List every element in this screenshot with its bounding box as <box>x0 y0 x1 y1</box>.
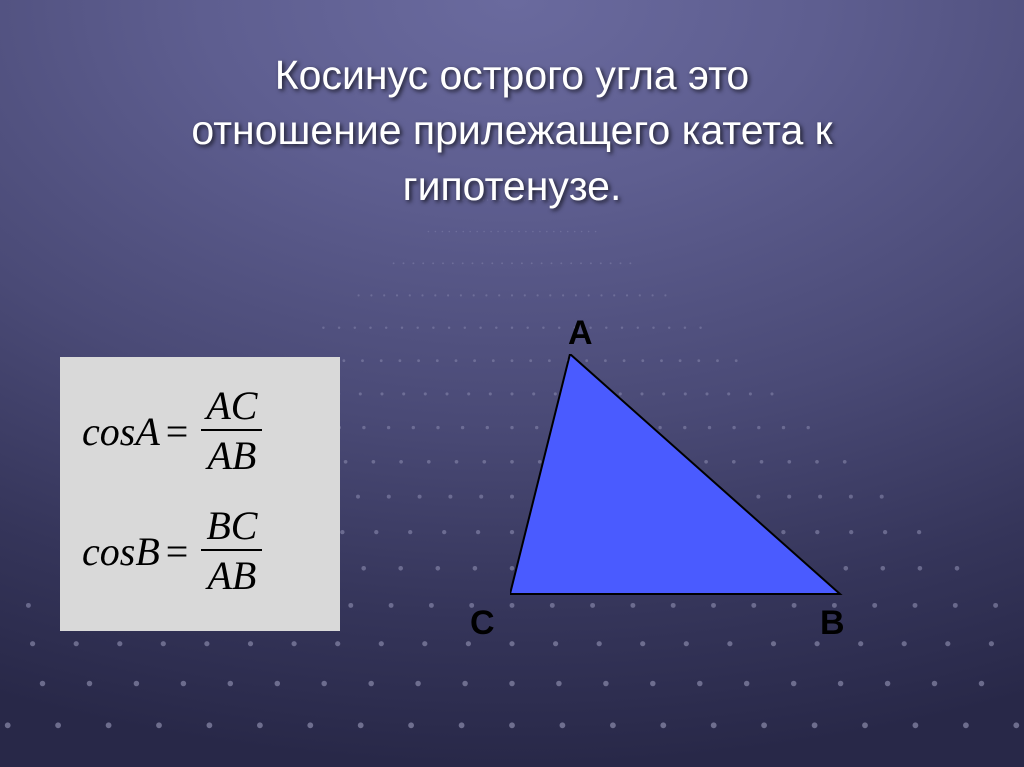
equals-sign: = <box>166 408 189 455</box>
equals-sign: = <box>166 528 189 575</box>
formula-lhs: cosA <box>82 408 160 455</box>
triangle-shape <box>510 354 840 594</box>
slide-title: Косинус острого угла это отношение приле… <box>0 0 1024 214</box>
fraction: BC AB <box>200 505 263 597</box>
vertex-label-C: C <box>470 604 495 643</box>
formula-cosA: cosA = AC AB <box>82 385 318 477</box>
formula-box: cosA = AC AB cosB = BC AB <box>60 357 340 631</box>
numerator: BC <box>200 505 263 549</box>
numerator: AC <box>200 385 263 429</box>
vertex-label-B: B <box>820 604 845 643</box>
title-line-3: гипотенузе. <box>403 163 622 209</box>
triangle-svg <box>510 354 850 604</box>
denominator: AB <box>201 429 262 477</box>
content-row: cosA = AC AB cosB = BC AB A C B <box>0 254 1024 734</box>
denominator: AB <box>201 549 262 597</box>
title-line-1: Косинус острого угла это <box>275 52 749 98</box>
triangle-diagram: A C B <box>470 314 890 674</box>
fraction: AC AB <box>200 385 263 477</box>
title-line-2: отношение прилежащего катета к <box>191 107 832 153</box>
formula-lhs: cosB <box>82 528 160 575</box>
formula-cosB: cosB = BC AB <box>82 505 318 597</box>
vertex-label-A: A <box>568 314 593 353</box>
